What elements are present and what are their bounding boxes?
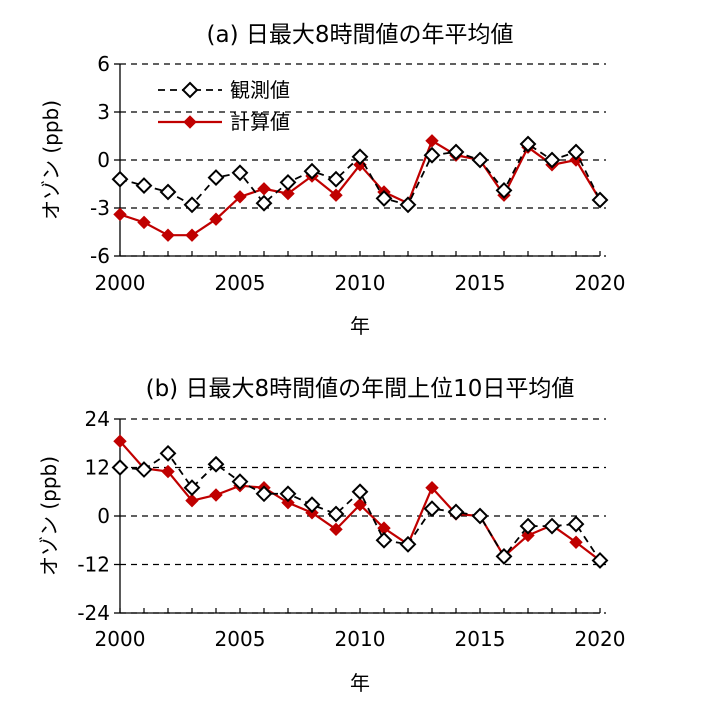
data-point-observed [303,496,321,514]
data-point-observed [327,505,345,523]
data-point-observed [207,455,225,473]
data-point-observed [399,535,417,553]
data-point-observed [591,552,609,569]
x-tick-label: 2015 [455,271,506,295]
data-point-observed [375,531,393,549]
data-point-observed [591,191,609,209]
data-point-simulated [569,535,583,549]
y-tick-label: -12 [77,553,110,577]
data-point-simulated [161,228,175,242]
y-tick-label: -24 [77,601,110,625]
y-tick-label: 12 [85,456,110,480]
data-point-simulated [185,228,199,242]
x-axis-label: 年 [350,314,370,338]
x-tick-label: 2010 [335,627,386,651]
data-point-observed [471,151,489,169]
legend-label: 観測値 [230,78,290,102]
legend-marker [183,115,197,129]
x-tick-label: 2020 [575,627,626,651]
data-point-observed [543,517,561,535]
data-point-simulated [137,215,151,230]
y-axis-label: オゾン (ppb) [37,456,61,576]
data-point-simulated [425,481,439,495]
data-point-observed [351,148,369,166]
data-point-observed [423,146,441,164]
data-point-observed [567,143,585,161]
data-point-simulated [329,522,343,537]
data-point-simulated [185,493,199,508]
data-point-observed [519,135,537,153]
data-point-simulated [113,434,127,448]
data-point-simulated [257,182,271,196]
data-point-simulated [353,497,367,512]
chart-title: (b) 日最大8時間値の年間上位10日平均値 [146,376,575,402]
data-point-observed [447,143,465,161]
y-tick-label: 0 [97,148,110,172]
data-point-observed [135,461,153,478]
data-point-observed [183,479,201,497]
data-point-observed [567,515,585,533]
data-point-observed [255,194,273,212]
data-point-observed [495,181,513,199]
data-point-simulated [281,186,295,201]
data-point-simulated [281,495,295,510]
chart-title: (a) 日最大8時間値の年平均値 [207,22,514,48]
legend-label: 計算値 [230,110,290,134]
y-tick-label: -3 [90,196,110,220]
y-tick-label: 6 [97,52,110,76]
x-tick-label: 2010 [335,271,386,295]
x-tick-label: 2005 [215,271,266,295]
data-point-observed [255,485,273,503]
data-point-simulated [209,488,223,502]
y-tick-label: -6 [90,244,110,268]
x-tick-label: 2020 [575,271,626,295]
data-point-observed [303,162,321,180]
y-tick-label: 3 [97,100,110,124]
data-point-observed [351,483,369,501]
data-point-simulated [521,528,535,543]
data-point-observed [111,170,129,188]
x-tick-label: 2015 [455,627,506,651]
data-point-simulated [161,464,175,479]
data-point-simulated [209,212,223,226]
data-point-observed [207,169,225,187]
data-point-simulated [425,134,439,148]
data-point-observed [159,444,177,462]
data-point-observed [135,177,153,195]
data-point-simulated [113,207,127,222]
x-tick-label: 2000 [95,271,146,295]
data-point-observed [327,170,345,188]
data-point-observed [423,500,441,518]
chart-a: (a) 日最大8時間値の年平均値 6 3 0 -3 -6 2000 2005 2010 2015 2… [39,22,625,338]
legend-marker [181,81,199,99]
x-tick-label: 2000 [95,627,146,651]
y-tick-label: 24 [85,407,110,431]
data-point-observed [447,503,465,521]
data-point-observed [183,196,201,214]
data-point-observed [279,173,297,191]
y-axis-label: オゾン (ppb) [39,100,63,220]
data-point-observed [375,189,393,207]
data-point-observed [231,164,249,182]
data-point-observed [279,485,297,503]
data-point-simulated [329,188,343,202]
y-tick-label: 0 [97,504,110,528]
data-point-observed [519,517,537,535]
x-axis-label: 年 [350,671,370,695]
data-point-observed [159,183,177,201]
data-point-observed [495,548,513,565]
data-point-observed [231,473,249,491]
data-point-simulated [233,190,247,204]
data-point-observed [543,151,561,169]
data-point-observed [111,459,129,476]
x-tick-label: 2005 [215,627,266,651]
data-point-observed [399,196,417,214]
data-point-observed [471,507,489,525]
